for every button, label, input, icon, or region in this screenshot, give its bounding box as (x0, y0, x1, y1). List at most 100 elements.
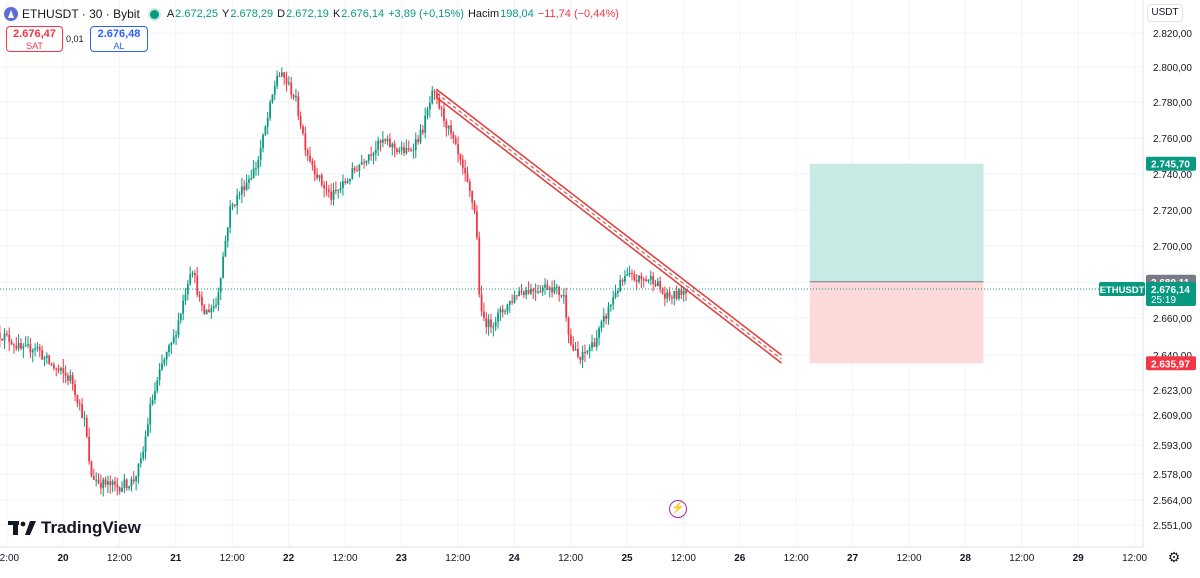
candle (433, 89, 436, 101)
candle (116, 477, 119, 496)
gear-icon[interactable]: ⚙ (1167, 549, 1181, 565)
trendline-upper[interactable] (435, 88, 782, 356)
candle (154, 382, 156, 405)
candle (222, 251, 224, 279)
candle (85, 414, 88, 439)
candle (24, 336, 27, 347)
time-tick-label: 23 (396, 553, 408, 564)
candle (95, 472, 98, 487)
low-label: D (277, 8, 286, 20)
candle (513, 290, 516, 304)
price-tick-label: 2.820,00 (1153, 29, 1192, 40)
time-tick-label: 29 (1073, 553, 1085, 564)
high-label: Y (221, 8, 230, 20)
buy-price: 2.676,48 (97, 28, 141, 40)
candle (88, 427, 91, 465)
candle (111, 479, 114, 493)
candle (339, 181, 342, 194)
candle (659, 276, 662, 293)
trendline-lower[interactable] (435, 96, 782, 364)
candle (485, 312, 488, 334)
candle (372, 151, 375, 165)
price-tick-label: 2.800,00 (1153, 63, 1192, 74)
candle (50, 362, 53, 367)
candle (215, 297, 217, 309)
candle (579, 356, 582, 365)
candle (210, 304, 213, 320)
candle (384, 138, 387, 144)
svg-text:ETHUSDT: ETHUSDT (1100, 285, 1145, 296)
candle (0, 325, 1, 348)
candle (337, 189, 340, 199)
candle (104, 476, 107, 488)
candle (377, 136, 380, 156)
candle (255, 161, 257, 176)
candle (445, 118, 448, 137)
candle (379, 139, 382, 152)
candle (464, 159, 467, 182)
candle (671, 294, 673, 305)
candle (302, 124, 304, 136)
candle (461, 154, 464, 175)
time-tick-label: 12:00 (445, 553, 470, 564)
time-tick-label: 12:00 (220, 553, 245, 564)
candle (323, 181, 326, 198)
candle (318, 174, 321, 182)
candle (584, 344, 586, 363)
candle (546, 279, 549, 291)
candle (534, 283, 537, 301)
symbol-tag: ETHUSDT (1099, 281, 1145, 296)
flash-icon[interactable]: ⚡ (669, 500, 687, 518)
candle (497, 308, 499, 329)
trendline-tool[interactable] (435, 88, 782, 364)
candle (654, 279, 657, 288)
candle (264, 125, 267, 136)
candle (450, 119, 452, 140)
spread-value: 0,01 (66, 34, 84, 44)
candle (452, 131, 455, 144)
candle (283, 71, 286, 86)
candle (41, 345, 44, 360)
candle (172, 329, 175, 345)
candle (381, 131, 384, 148)
candle (175, 330, 177, 345)
candle (353, 165, 356, 174)
candle (431, 85, 434, 105)
sell-button[interactable]: 2.676,47 SAT (6, 26, 63, 52)
time-tick-label: 12:00 (896, 553, 921, 564)
candle (78, 399, 81, 411)
candle (311, 158, 314, 171)
candle (398, 147, 401, 154)
time-tick-label: 21 (170, 553, 182, 564)
time-tick-label: 26 (734, 553, 746, 564)
candles (0, 67, 687, 497)
candle (168, 343, 170, 357)
currency-selector[interactable]: USDT (1147, 4, 1183, 22)
position-tool[interactable] (809, 163, 984, 364)
price-tick-label: 2.578,00 (1153, 470, 1192, 481)
candle (530, 283, 532, 296)
loss-zone[interactable] (809, 281, 984, 364)
volume-change-value: −11,74 (−0,44%) (537, 8, 619, 20)
symbol-title[interactable]: ETHUSDT · 30 · Bybit (22, 7, 140, 21)
candle (661, 287, 664, 295)
profit-zone[interactable] (809, 163, 984, 282)
candle (600, 319, 603, 333)
candle (196, 266, 199, 297)
candle (8, 327, 11, 351)
candle (562, 288, 565, 304)
ethereum-icon (4, 7, 18, 21)
candle (527, 281, 530, 295)
candle (569, 328, 572, 347)
candle (525, 286, 528, 300)
time-axis[interactable]: 12:00 20 12:00 21 12:00 22 12:00 23 12:00 24 12:00… (0, 553, 1148, 564)
candle (598, 325, 600, 346)
candle (327, 185, 330, 198)
tradingview-logo[interactable]: TradingView (8, 518, 141, 538)
time-tick-label: 24 (509, 553, 521, 564)
candle (447, 125, 450, 136)
buy-button[interactable]: 2.676,48 AL (90, 26, 148, 52)
candle (541, 284, 544, 297)
candle (358, 164, 361, 178)
